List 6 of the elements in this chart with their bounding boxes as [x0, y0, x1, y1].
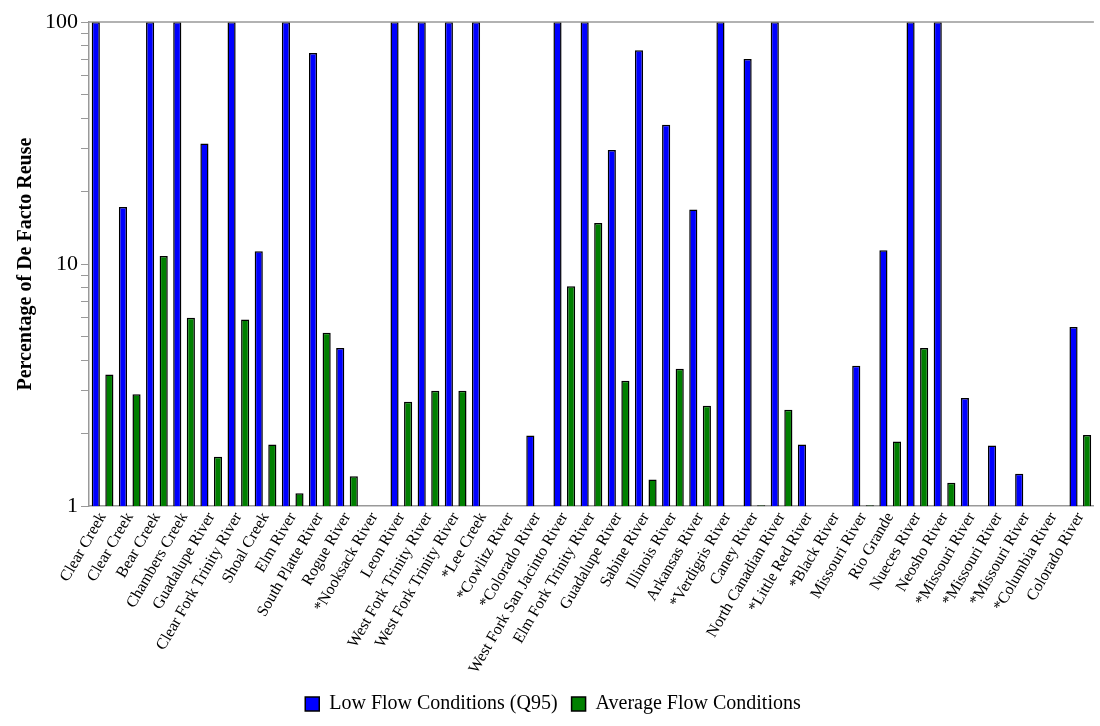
y-axis-title: Percentage of De Facto Reuse — [13, 137, 37, 391]
legend-label: Average Flow Conditions — [595, 691, 801, 715]
y-tick-label: 1 — [67, 491, 78, 517]
legend-label: Low Flow Conditions (Q95) — [329, 691, 558, 715]
y-tick-label: 100 — [45, 7, 78, 33]
y-tick-label: 10 — [56, 249, 78, 275]
